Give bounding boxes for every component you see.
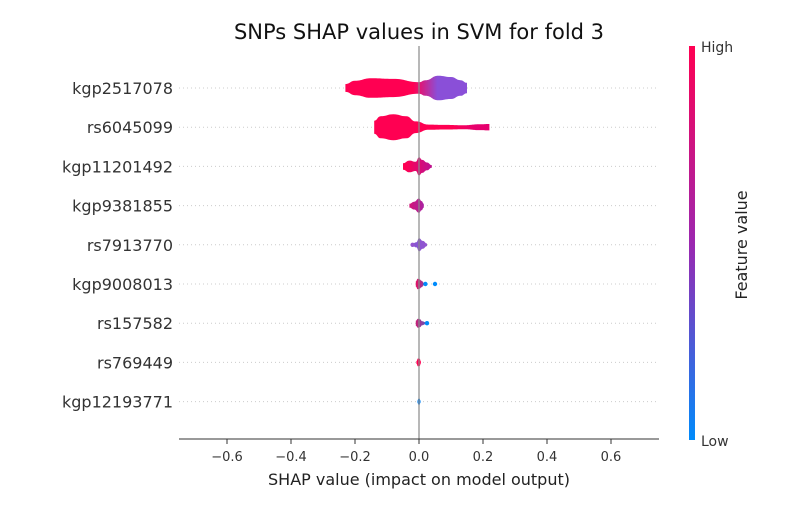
violin-kgp9381855: [409, 198, 424, 213]
feature-label-kgp9381855: kgp9381855: [72, 197, 173, 216]
outlier-point-rs7913770-0: [410, 242, 415, 247]
violin-rs7913770: [412, 238, 427, 252]
feature-label-rs157582: rs157582: [97, 314, 173, 333]
feature-label-kgp9008013: kgp9008013: [72, 275, 173, 294]
feature-label-rs7913770: rs7913770: [87, 236, 173, 255]
feature-label-kgp11201492: kgp11201492: [62, 157, 173, 176]
violin-rs157582: [415, 318, 426, 328]
outlier-point-kgp9008013-0: [423, 281, 428, 287]
feature-label-rs769449: rs769449: [97, 353, 173, 372]
x-axis-ticks: −0.6 −0.4 −0.2 0.0 0.2 0.4 0.6: [211, 439, 621, 465]
x-tick-label-4: 0.2: [473, 450, 494, 465]
feature-label-kgp12193771: kgp12193771: [62, 393, 173, 412]
x-tick-label-3: 0.0: [409, 450, 430, 465]
x-tick-label-5: 0.4: [537, 450, 558, 465]
colorbar-low-label: Low: [701, 434, 729, 450]
chart-title: SNPs SHAP values in SVM for fold 3: [234, 20, 604, 44]
x-axis-title: SHAP value (impact on model output): [268, 470, 570, 489]
feature-label-kgp2517078: kgp2517078: [72, 79, 173, 98]
violins: [345, 75, 490, 405]
x-tick-label-2: −0.2: [339, 450, 371, 465]
outlier-point-rs157582-0: [424, 321, 430, 326]
colorbar-high-label: High: [701, 40, 733, 56]
violin-kgp9008013: [415, 278, 424, 290]
violin-kgp11201492: [403, 157, 432, 176]
outlier-point-kgp9008013-1: [432, 281, 438, 287]
x-tick-label-0: −0.6: [211, 450, 243, 465]
violin-rs6045099: [374, 114, 490, 141]
colorbar-title: Feature value: [732, 190, 751, 299]
violin-kgp2517078: [345, 75, 467, 101]
feature-labels: kgp2517078 rs6045099 kgp11201492 kgp9381855…: [62, 79, 173, 412]
feature-label-rs6045099: rs6045099: [87, 118, 173, 137]
x-tick-label-6: 0.6: [601, 450, 622, 465]
x-tick-label-1: −0.4: [275, 450, 307, 465]
colorbar: [689, 46, 695, 440]
